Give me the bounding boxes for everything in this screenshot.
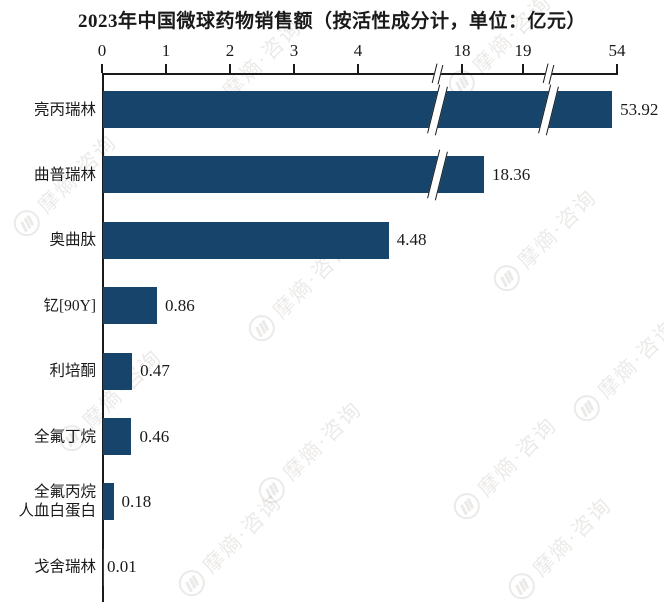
category-label: 利培酮 (49, 362, 96, 380)
bar (103, 91, 613, 128)
axis-break-mark (542, 62, 554, 85)
x-tick-label: 3 (289, 41, 299, 60)
category-label: 戈舍瑞林 (33, 558, 96, 576)
x-tick-mark (522, 64, 524, 73)
bar (103, 221, 389, 259)
value-label: 0.01 (107, 557, 137, 577)
value-label: 53.92 (620, 99, 659, 119)
bar (103, 418, 132, 455)
x-tick-label: 1 (161, 41, 171, 60)
x-tick-mark (293, 64, 295, 73)
category-label: 曲普瑞林 (33, 166, 96, 184)
category-label: 奥曲肽 (49, 231, 96, 249)
value-label: 0.47 (140, 361, 170, 381)
bar (103, 156, 484, 194)
x-tick-mark (229, 64, 231, 73)
x-axis-line (102, 73, 618, 75)
x-tick-mark (461, 64, 463, 73)
category-label: 全氟丙烷 人血白蛋白 (18, 483, 96, 520)
x-tick-label: 4 (353, 41, 363, 60)
bar (103, 287, 158, 325)
x-tick-mark (616, 64, 618, 73)
x-tick-mark (357, 64, 359, 73)
bar (103, 352, 133, 390)
value-label: 4.48 (396, 230, 427, 250)
bar (103, 548, 104, 586)
y-axis-line (102, 73, 104, 602)
x-tick-label: 2 (225, 41, 235, 60)
x-tick-label: 18 (453, 41, 471, 60)
chart-title: 2023年中国微球药物销售额（按活性成分计，单位：亿元） (77, 11, 586, 32)
category-label: 钇[90Y] (43, 297, 96, 314)
x-tick-mark (101, 64, 103, 73)
x-tick-mark (165, 64, 167, 73)
axis-break-mark (431, 62, 443, 85)
x-tick-label: 0 (97, 41, 107, 60)
value-label: 18.36 (491, 164, 531, 184)
value-label: 0.86 (165, 295, 195, 315)
category-label: 全氟丁烷 (33, 427, 96, 445)
x-tick-label: 54 (608, 41, 626, 60)
value-label: 0.46 (139, 426, 170, 446)
x-tick-label: 19 (514, 41, 532, 60)
value-label: 0.18 (121, 491, 152, 511)
category-label: 亮丙瑞林 (33, 100, 96, 118)
bar (103, 483, 114, 521)
